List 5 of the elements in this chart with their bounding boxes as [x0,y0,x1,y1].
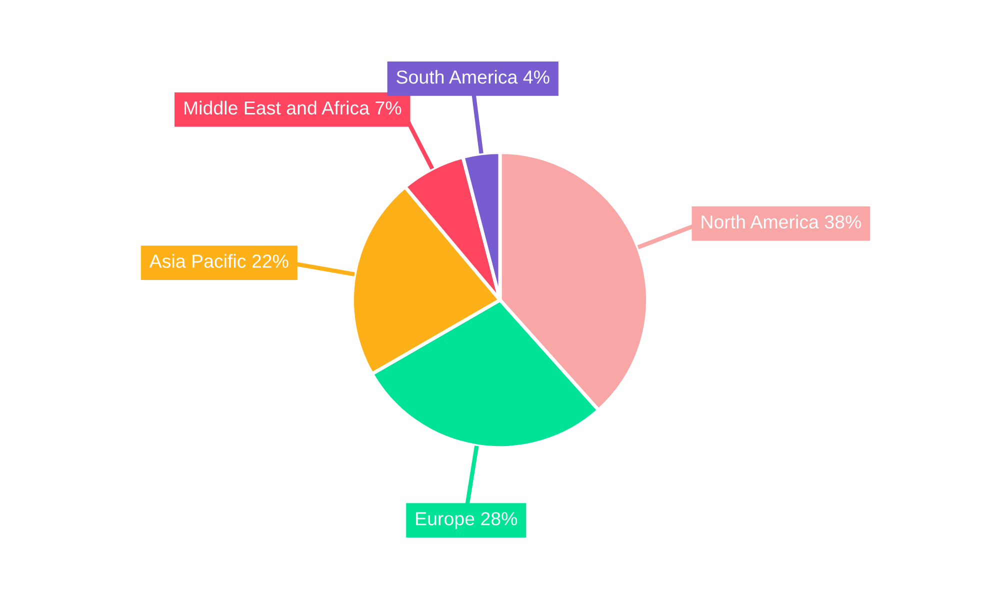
slice-label: North America 38% [702,214,862,229]
slice-label: Middle East and Africa 7% [184,100,402,115]
slice-label: South America 4% [396,70,550,84]
slice-label: Asia Pacific 22% [149,254,288,268]
slice-label: Europe 28% [416,512,518,530]
